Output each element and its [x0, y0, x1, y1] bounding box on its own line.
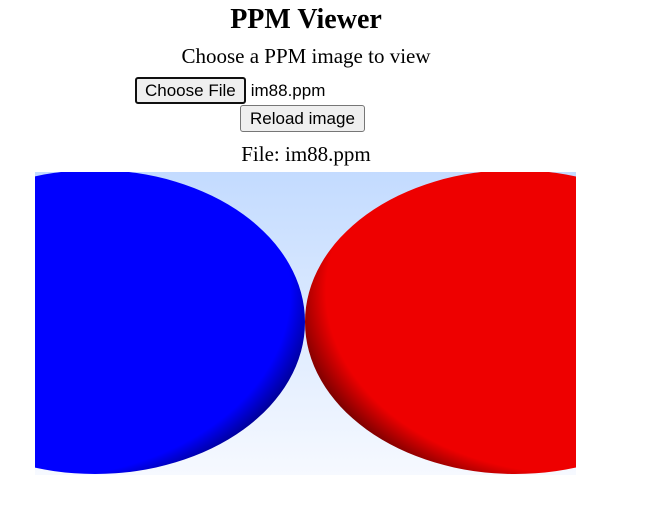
ppm-image-canvas [35, 172, 576, 475]
page-title: PPM Viewer [230, 4, 382, 35]
blue-sphere [35, 172, 305, 474]
page-subtitle: Choose a PPM image to view [181, 44, 431, 68]
choose-file-button[interactable]: Choose File [135, 77, 246, 104]
reload-image-button[interactable]: Reload image [240, 105, 365, 132]
red-sphere [305, 172, 576, 474]
rendered-image [35, 172, 576, 475]
file-input[interactable]: Choose File im88.ppm [135, 77, 325, 104]
selected-file-name: im88.ppm [250, 81, 326, 100]
current-file-label: File: im88.ppm [241, 142, 371, 166]
